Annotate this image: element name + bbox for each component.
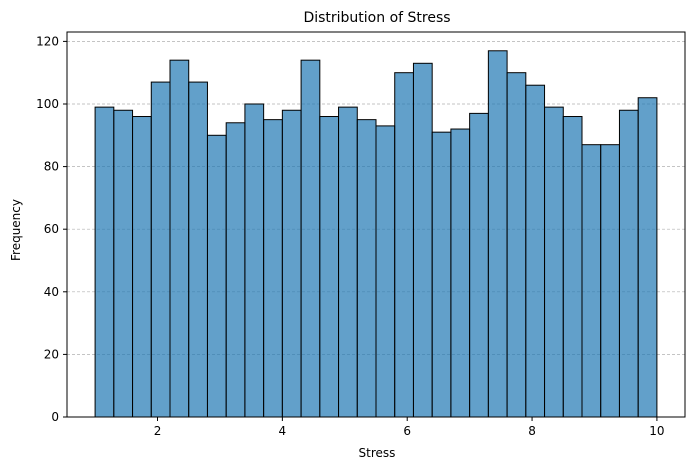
y-tick-label: 20 (44, 347, 59, 361)
histogram-bar (132, 116, 152, 418)
histogram-bar (544, 106, 564, 418)
histogram-bar (319, 116, 340, 418)
histogram-bar (338, 106, 358, 418)
histogram-bar (469, 112, 489, 418)
histogram-bar (431, 131, 452, 418)
histogram-bar (375, 125, 396, 418)
histogram-bar (206, 134, 227, 418)
histogram-bar (94, 106, 115, 418)
histogram-bar (600, 144, 620, 418)
histogram-bar (487, 50, 508, 418)
histogram-bar (618, 109, 639, 418)
histogram-bar (412, 62, 433, 418)
histogram-bar (188, 81, 208, 418)
histogram-bar (169, 59, 190, 418)
x-tick-label: 10 (649, 424, 664, 438)
y-tick-label: 40 (44, 285, 59, 299)
histogram-bar (263, 119, 283, 418)
histogram-bar (300, 59, 321, 418)
y-tick-label: 0 (51, 410, 59, 424)
histogram-bar (581, 144, 602, 418)
histogram-bar (225, 122, 246, 418)
x-tick-label: 8 (528, 424, 536, 438)
y-axis-title: Frequency (9, 199, 23, 261)
y-tick-label: 80 (44, 160, 59, 174)
y-tick-label: 60 (44, 222, 59, 236)
histogram-bar (394, 72, 414, 418)
histogram-bar (525, 84, 546, 418)
histogram-bar (450, 128, 471, 418)
histogram-bar (244, 103, 265, 418)
x-tick-label: 4 (279, 424, 287, 438)
x-tick-label: 2 (154, 424, 162, 438)
histogram-bar (562, 116, 583, 418)
histogram-bar (150, 81, 171, 418)
x-axis-title: Stress (359, 446, 396, 460)
chart-title: Distribution of Stress (303, 10, 450, 26)
histogram-bar (113, 109, 134, 418)
x-tick-label: 6 (403, 424, 411, 438)
y-tick-label: 100 (36, 97, 59, 111)
histogram-bar (281, 109, 302, 418)
plot-frame (66, 31, 686, 418)
y-axis-ticks: 0 20 40 60 80 100 120 (36, 34, 67, 424)
histogram-bar (356, 119, 377, 418)
bars (94, 50, 658, 418)
y-tick-label: 120 (36, 34, 59, 48)
histogram-bar (506, 72, 527, 418)
x-axis-ticks: 2 4 6 8 10 (154, 417, 665, 438)
histogram-bar (637, 97, 658, 418)
